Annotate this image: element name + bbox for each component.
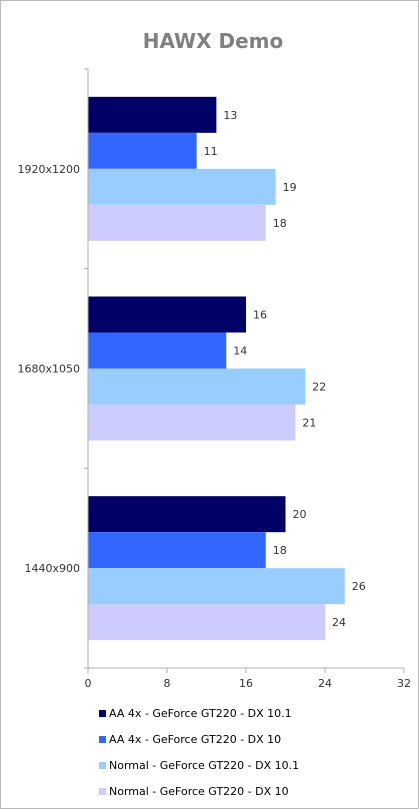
bar-1680x1050-series-3 [88, 368, 306, 405]
data-label: 18 [273, 544, 287, 557]
category-label: 1920x1200 [18, 163, 81, 176]
data-label: 21 [302, 417, 316, 430]
bar-1440x900-series-4 [88, 604, 325, 641]
category-label: 1440x900 [25, 562, 81, 575]
legend-swatch [99, 736, 106, 743]
x-tick-label: 0 [85, 677, 92, 690]
bar-1920x1200-series-2 [88, 132, 197, 169]
bar-1680x1050-series-4 [88, 404, 296, 441]
bar-1920x1200-series-4 [88, 204, 266, 241]
bar-1680x1050-series-2 [88, 332, 227, 369]
bar-1920x1200-series-1 [88, 96, 217, 133]
data-label: 20 [293, 508, 307, 521]
data-label: 18 [273, 217, 287, 230]
legend-swatch [99, 788, 106, 795]
bar-1440x900-series-3 [88, 568, 345, 605]
legend-label: AA 4x - GeForce GT220 - DX 10.1 [109, 707, 292, 720]
bar-1920x1200-series-3 [88, 168, 276, 205]
data-label: 24 [332, 616, 346, 629]
plot-area: 13 11 19 18 1920x1200 16 14 22 21 1680x1050 20 18 26… [18, 68, 411, 690]
legend-swatch [99, 762, 106, 769]
x-tick-label: 24 [318, 677, 332, 690]
legend-label: AA 4x - GeForce GT220 - DX 10 [109, 733, 281, 746]
data-label: 13 [223, 109, 237, 122]
legend-swatch [99, 710, 106, 717]
bar-1440x900-series-1 [88, 496, 286, 533]
x-tick-label: 32 [397, 677, 411, 690]
bar-1440x900-series-2 [88, 532, 266, 569]
data-label: 14 [233, 345, 247, 358]
chart-title: HAWX Demo [143, 29, 284, 53]
x-tick-label: 16 [239, 677, 253, 690]
data-label: 16 [253, 309, 267, 322]
data-label: 26 [352, 580, 366, 593]
data-label: 11 [204, 145, 218, 158]
x-tick-label: 8 [164, 677, 171, 690]
legend-label: Normal - GeForce GT220 - DX 10.1 [109, 759, 299, 772]
data-label: 19 [283, 181, 297, 194]
bar-1680x1050-series-1 [88, 296, 246, 333]
data-label: 22 [312, 381, 326, 394]
category-label: 1680x1050 [18, 363, 81, 376]
legend-label: Normal - GeForce GT220 - DX 10 [109, 785, 289, 798]
legend: AA 4x - GeForce GT220 - DX 10.1 AA 4x - G… [99, 707, 299, 798]
